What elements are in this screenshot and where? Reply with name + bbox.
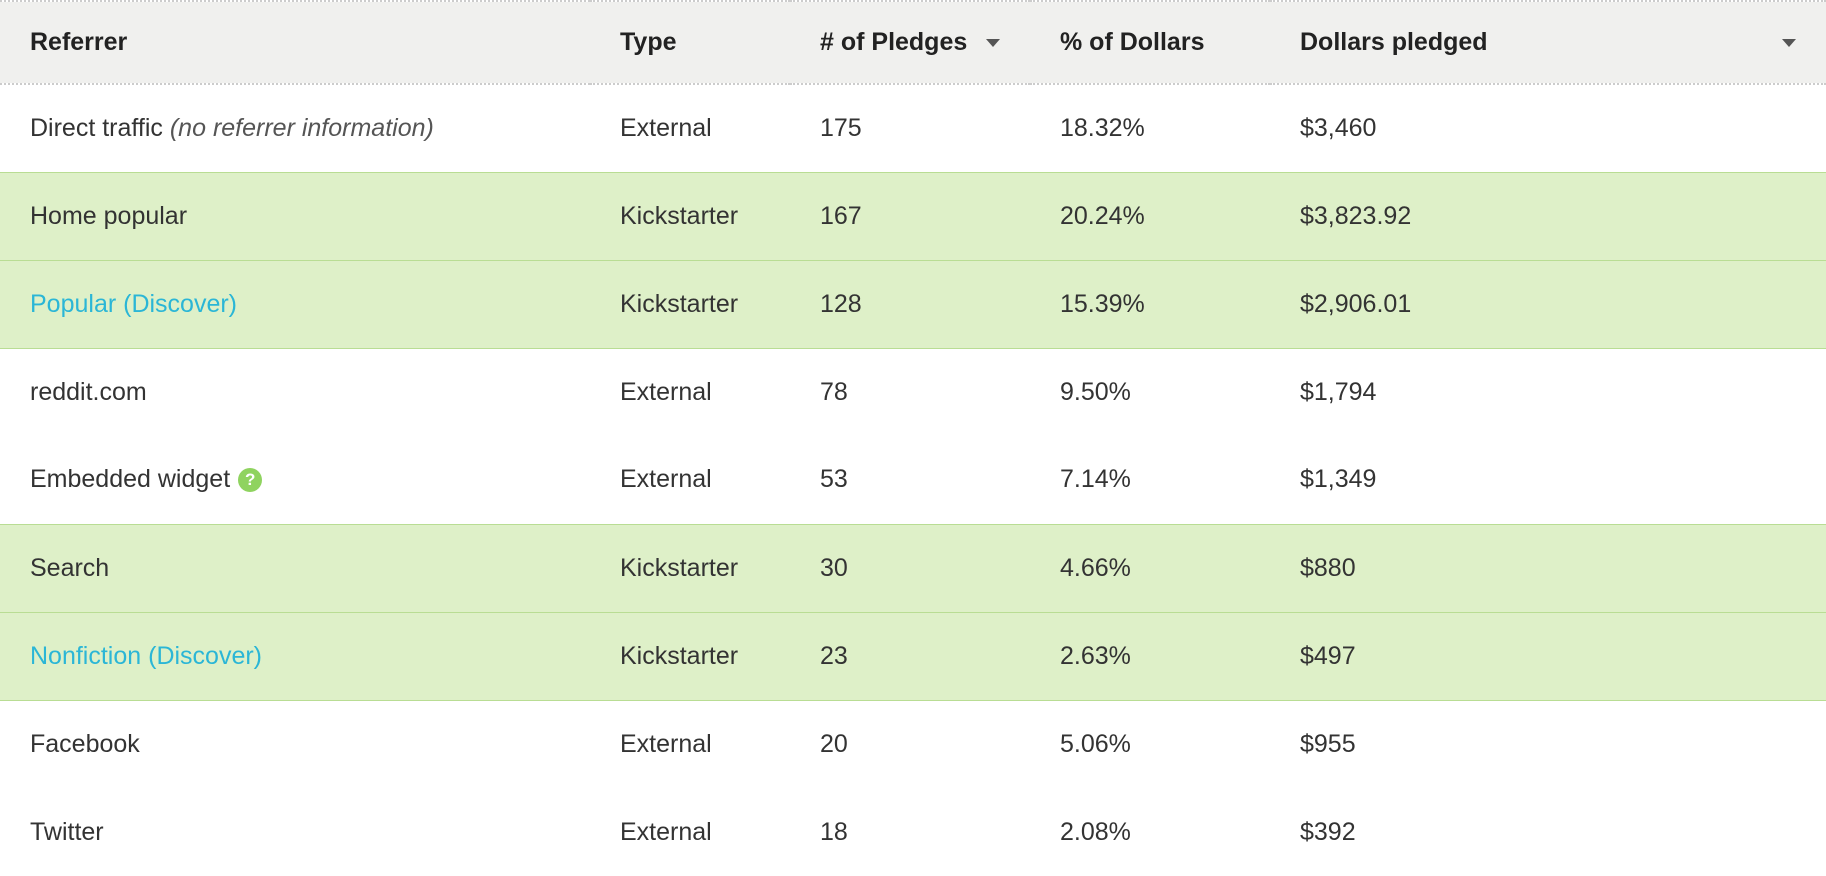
cell-dollars: $1,349 (1270, 436, 1826, 524)
referrer-note: (no referrer information) (170, 114, 434, 142)
referrer-text: Facebook (30, 730, 140, 758)
cell-pledges: 30 (790, 524, 1030, 612)
cell-dollars: $2,906.01 (1270, 260, 1826, 348)
cell-dollars: $955 (1270, 700, 1826, 788)
cell-type: Kickstarter (590, 260, 790, 348)
referrer-text: Embedded widget (30, 465, 230, 493)
cell-referrer: Facebook (0, 700, 590, 788)
cell-type: External (590, 788, 790, 876)
table-row: Direct traffic (no referrer information)… (0, 84, 1826, 172)
cell-referrer: Direct traffic (no referrer information) (0, 84, 590, 172)
cell-pledges: 167 (790, 172, 1030, 260)
table-row: Search Kickstarter304.66%$880 (0, 524, 1826, 612)
cell-percent: 4.66% (1030, 524, 1270, 612)
cell-percent: 18.32% (1030, 84, 1270, 172)
col-header-referrer[interactable]: Referrer (0, 1, 590, 84)
col-header-dollars[interactable]: Dollars pledged (1270, 1, 1826, 84)
cell-type: External (590, 348, 790, 436)
cell-percent: 15.39% (1030, 260, 1270, 348)
cell-percent: 9.50% (1030, 348, 1270, 436)
cell-referrer: Home popular (0, 172, 590, 260)
cell-pledges: 18 (790, 788, 1030, 876)
table-row: Embedded widget?External537.14%$1,349 (0, 436, 1826, 524)
cell-dollars: $3,823.92 (1270, 172, 1826, 260)
col-header-type[interactable]: Type (590, 1, 790, 84)
cell-type: External (590, 84, 790, 172)
cell-dollars: $880 (1270, 524, 1826, 612)
table-row: Twitter External182.08%$392 (0, 788, 1826, 876)
table-row: Nonfiction (Discover) Kickstarter232.63%$… (0, 612, 1826, 700)
cell-pledges: 23 (790, 612, 1030, 700)
cell-percent: 5.06% (1030, 700, 1270, 788)
table-row: Facebook External205.06%$955 (0, 700, 1826, 788)
col-header-label: Referrer (30, 28, 127, 56)
cell-referrer: Popular (Discover) (0, 260, 590, 348)
sort-desc-icon (986, 39, 1000, 47)
cell-referrer: reddit.com (0, 348, 590, 436)
col-header-percent[interactable]: % of Dollars (1030, 1, 1270, 84)
sort-desc-icon (1782, 39, 1796, 47)
referrer-table: Referrer Type # of Pledges % of Dollars … (0, 0, 1826, 876)
table-header-row: Referrer Type # of Pledges % of Dollars … (0, 1, 1826, 84)
referrer-text: reddit.com (30, 378, 147, 406)
cell-pledges: 78 (790, 348, 1030, 436)
cell-pledges: 53 (790, 436, 1030, 524)
referrer-text: Home popular (30, 202, 187, 230)
cell-dollars: $392 (1270, 788, 1826, 876)
col-header-label: % of Dollars (1060, 28, 1204, 56)
referrer-link[interactable]: Popular (Discover) (30, 290, 237, 318)
table-row: Popular (Discover) Kickstarter12815.39%$2… (0, 260, 1826, 348)
help-icon[interactable]: ? (238, 468, 262, 492)
cell-type: Kickstarter (590, 172, 790, 260)
col-header-label: # of Pledges (820, 28, 967, 56)
cell-pledges: 175 (790, 84, 1030, 172)
referrer-text: Twitter (30, 818, 104, 846)
cell-referrer: Embedded widget? (0, 436, 590, 524)
table-row: Home popular Kickstarter16720.24%$3,823.9… (0, 172, 1826, 260)
col-header-label: Dollars pledged (1300, 28, 1488, 56)
col-header-pledges[interactable]: # of Pledges (790, 1, 1030, 84)
cell-type: External (590, 436, 790, 524)
cell-type: Kickstarter (590, 524, 790, 612)
cell-percent: 7.14% (1030, 436, 1270, 524)
cell-dollars: $1,794 (1270, 348, 1826, 436)
referrer-text: Search (30, 554, 109, 582)
cell-percent: 2.63% (1030, 612, 1270, 700)
cell-dollars: $3,460 (1270, 84, 1826, 172)
cell-referrer: Search (0, 524, 590, 612)
cell-pledges: 128 (790, 260, 1030, 348)
cell-percent: 2.08% (1030, 788, 1270, 876)
cell-dollars: $497 (1270, 612, 1826, 700)
cell-referrer: Twitter (0, 788, 590, 876)
cell-referrer: Nonfiction (Discover) (0, 612, 590, 700)
table-row: reddit.com External789.50%$1,794 (0, 348, 1826, 436)
cell-type: Kickstarter (590, 612, 790, 700)
referrer-link[interactable]: Nonfiction (Discover) (30, 642, 262, 670)
cell-percent: 20.24% (1030, 172, 1270, 260)
cell-type: External (590, 700, 790, 788)
referrer-text: Direct traffic (30, 114, 163, 142)
col-header-label: Type (620, 28, 677, 56)
cell-pledges: 20 (790, 700, 1030, 788)
